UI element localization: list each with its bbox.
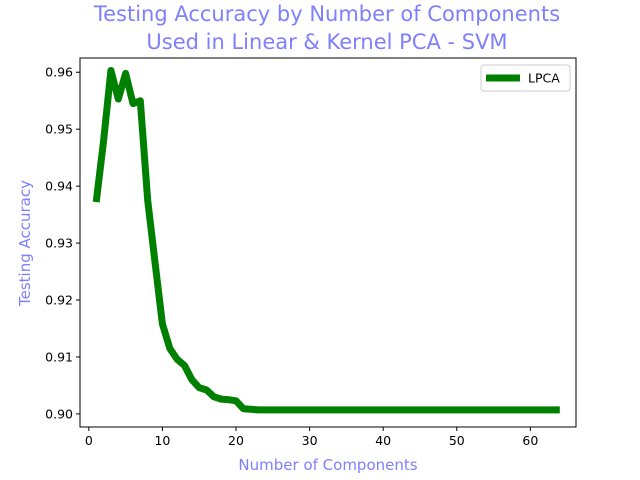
x-tick-label: 40: [375, 433, 391, 448]
series-layer: [92, 67, 560, 414]
series-line-lpca: [92, 67, 560, 414]
x-tick-label: 0: [85, 433, 93, 448]
x-tick-label: 20: [228, 433, 244, 448]
y-tick-label: 0.96: [45, 65, 73, 80]
y-tick-label: 0.92: [45, 293, 73, 308]
ticks-layer: 0 10 20 30 40 50 60 0.90 0.91 0.92 0.93 0.94 0.95 0.9…: [45, 65, 538, 448]
y-tick-label: 0.90: [45, 406, 73, 421]
y-axis-label: Testing Accuracy: [16, 180, 34, 307]
plot-frame: [79, 57, 577, 428]
chart-title-line-1: Testing Accuracy by Number of Components: [93, 2, 560, 26]
x-tick-label: 10: [154, 433, 170, 448]
legend: LPCA: [480, 64, 571, 92]
legend-label-lpca: LPCA: [528, 71, 560, 86]
y-tick-label: 0.95: [45, 122, 73, 137]
y-tick-label: 0.91: [45, 349, 73, 364]
x-tick-label: 30: [302, 433, 318, 448]
x-axis-label: Number of Components: [238, 456, 417, 474]
legend-box: [480, 64, 571, 92]
x-tick-label: 50: [449, 433, 465, 448]
x-tick-label: 60: [522, 433, 538, 448]
chart-title-line-2: Used in Linear & Kernel PCA - SVM: [146, 30, 507, 54]
y-tick-label: 0.94: [45, 179, 73, 194]
y-tick-label: 0.93: [45, 236, 73, 251]
